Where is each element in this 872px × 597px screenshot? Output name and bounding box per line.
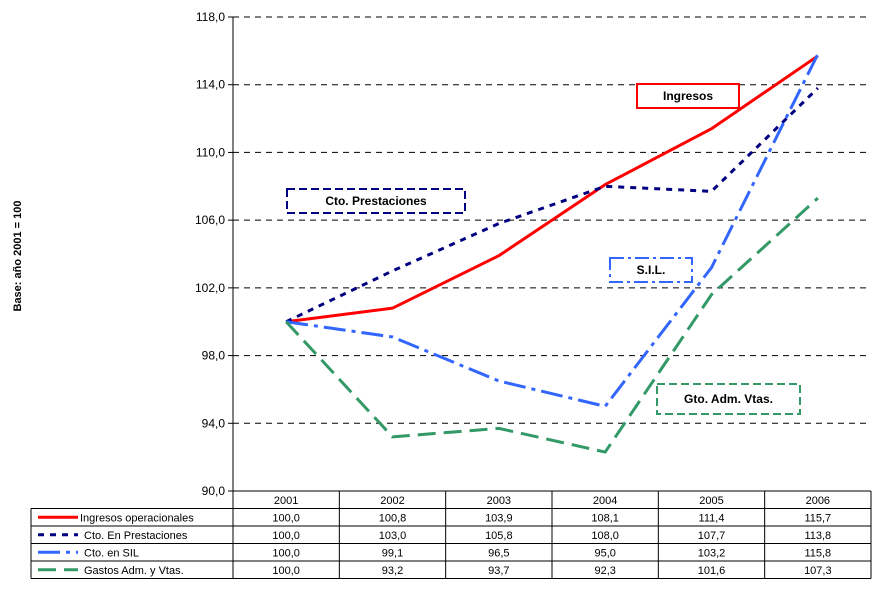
y-tick-label: 118,0	[196, 10, 225, 24]
table-cell-value: 101,6	[698, 565, 726, 577]
y-tick-label: 102,0	[195, 281, 225, 295]
y-tick-label: 110,0	[196, 145, 225, 159]
y-tick-label: 90,0	[202, 484, 226, 498]
table-cell-value: 103,0	[379, 530, 407, 542]
annotation-box	[286, 188, 466, 214]
series-line	[285, 87, 819, 324]
annotation-label: Cto. Prestaciones	[325, 194, 427, 208]
table-cell-value: 92,3	[594, 565, 615, 577]
table-cell-value: 100,8	[379, 513, 407, 525]
annotation-box	[636, 83, 740, 109]
table-cell-value: 100,0	[272, 565, 300, 577]
y-tick-label: 106,0	[195, 213, 225, 227]
table-cell-value: 105,8	[485, 530, 513, 542]
y-axis-label: Base: año 2001 = 100	[12, 201, 24, 312]
x-category-label: 2002	[380, 495, 404, 507]
annotation-box	[656, 383, 801, 415]
series-line	[285, 197, 819, 454]
legend-label: Cto. En Prestaciones	[84, 530, 188, 542]
table-cell-value: 115,7	[804, 513, 831, 525]
y-tick-label: 94,0	[202, 416, 226, 430]
table-cell-value: 93,2	[382, 565, 403, 577]
legend-label: Ingresos operacionales	[80, 513, 194, 525]
y-tick-label: 114,0	[196, 78, 225, 92]
x-category-label: 2001	[274, 495, 298, 507]
table-cell-value: 111,4	[699, 513, 725, 525]
series-line	[285, 54, 819, 324]
annotation-label: Ingresos	[663, 89, 713, 103]
annotation-label: Gto. Adm. Vtas.	[684, 392, 773, 406]
table-cell-value: 107,3	[804, 565, 832, 577]
table-cell-value: 108,1	[591, 513, 619, 525]
table-cell-value: 100,0	[272, 513, 300, 525]
x-category-label: 2006	[806, 495, 830, 507]
legend-label: Gastos Adm. y Vtas.	[84, 565, 184, 577]
table-cell-value: 100,0	[272, 530, 300, 542]
x-category-label: 2004	[593, 495, 617, 507]
table-cell-value: 115,8	[804, 548, 831, 560]
legend-label: Cto. en SIL	[84, 548, 139, 560]
table-cell-value: 95,0	[594, 548, 615, 560]
table-cell-value: 100,0	[272, 548, 300, 560]
x-category-label: 2003	[487, 495, 511, 507]
table-cell-value: 103,9	[485, 513, 513, 525]
table-cell-value: 107,7	[698, 530, 726, 542]
x-category-label: 2005	[699, 495, 723, 507]
annotation-label: S.I.L.	[637, 263, 666, 277]
table-cell-value: 93,7	[488, 565, 509, 577]
table-cell-value: 108,0	[591, 530, 619, 542]
y-tick-label: 98,0	[202, 349, 226, 363]
table-cell-value: 113,8	[804, 530, 831, 542]
annotation-box	[609, 257, 693, 283]
table-cell-value: 99,1	[382, 548, 403, 560]
table-cell-value: 96,5	[488, 548, 509, 560]
series-line	[285, 53, 820, 408]
table-cell-value: 103,2	[698, 548, 726, 560]
